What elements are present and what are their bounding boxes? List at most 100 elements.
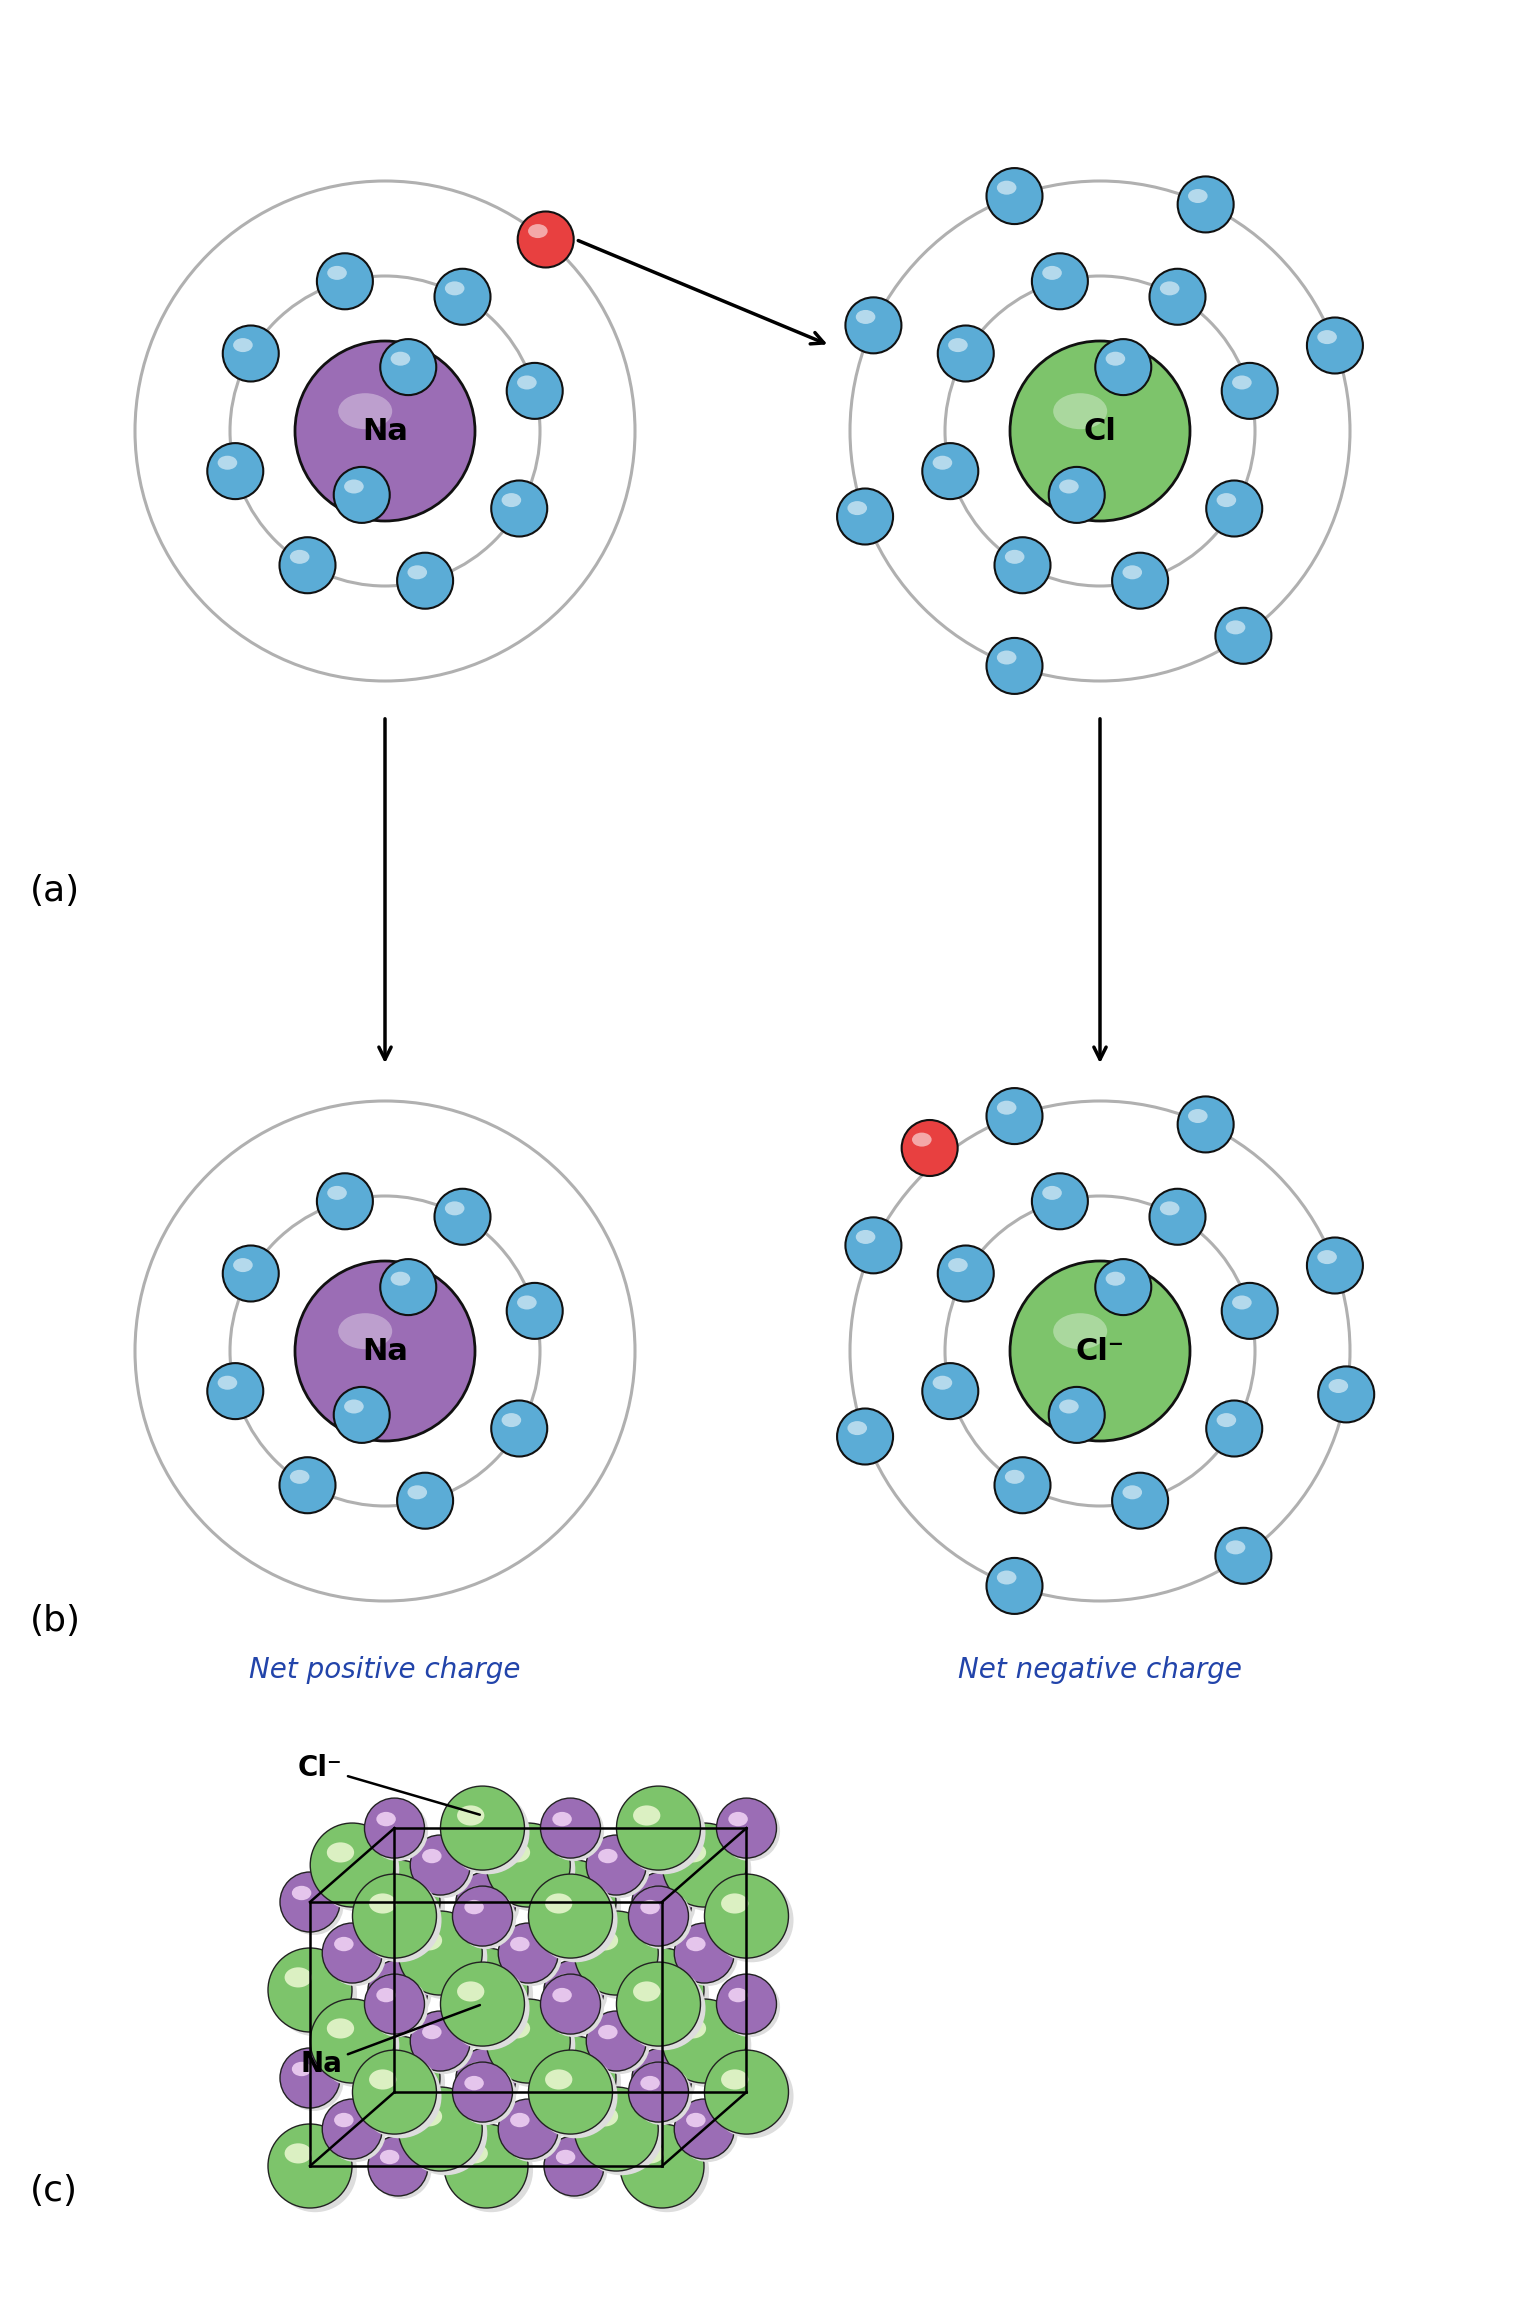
Ellipse shape bbox=[468, 1885, 487, 1901]
Circle shape bbox=[268, 2124, 353, 2207]
Circle shape bbox=[279, 536, 336, 594]
Circle shape bbox=[1308, 1237, 1363, 1293]
Ellipse shape bbox=[1059, 480, 1079, 494]
Circle shape bbox=[501, 1926, 561, 1987]
Text: Na: Na bbox=[300, 2005, 480, 2077]
Circle shape bbox=[414, 2015, 474, 2075]
Circle shape bbox=[491, 1827, 575, 1910]
Circle shape bbox=[710, 1878, 794, 1961]
Circle shape bbox=[590, 2015, 650, 2075]
Circle shape bbox=[938, 1246, 993, 1302]
Circle shape bbox=[434, 269, 491, 325]
Circle shape bbox=[667, 2003, 751, 2087]
Circle shape bbox=[460, 1875, 520, 1936]
Ellipse shape bbox=[327, 1843, 354, 1861]
Ellipse shape bbox=[1188, 1109, 1208, 1123]
Circle shape bbox=[529, 2049, 613, 2133]
Ellipse shape bbox=[1188, 188, 1208, 202]
Ellipse shape bbox=[1105, 1272, 1125, 1286]
Ellipse shape bbox=[633, 1806, 661, 1827]
Circle shape bbox=[1150, 269, 1205, 325]
Ellipse shape bbox=[445, 1202, 464, 1216]
Ellipse shape bbox=[552, 1987, 572, 2003]
Ellipse shape bbox=[855, 311, 875, 325]
Circle shape bbox=[586, 2010, 647, 2070]
Ellipse shape bbox=[996, 1571, 1016, 1585]
Circle shape bbox=[575, 2087, 658, 2170]
Text: (c): (c) bbox=[31, 2175, 78, 2207]
Ellipse shape bbox=[598, 1850, 618, 1864]
Circle shape bbox=[316, 1827, 399, 1910]
Ellipse shape bbox=[290, 550, 310, 564]
Circle shape bbox=[281, 2047, 340, 2107]
Text: (a): (a) bbox=[31, 875, 80, 908]
Circle shape bbox=[1177, 1096, 1234, 1154]
Ellipse shape bbox=[1004, 550, 1024, 564]
Ellipse shape bbox=[291, 1885, 311, 1901]
Ellipse shape bbox=[445, 281, 464, 295]
Ellipse shape bbox=[644, 1885, 664, 1901]
Circle shape bbox=[449, 2128, 533, 2212]
Circle shape bbox=[575, 1910, 658, 1996]
Circle shape bbox=[1216, 608, 1271, 664]
Ellipse shape bbox=[687, 2112, 705, 2128]
Ellipse shape bbox=[501, 492, 521, 506]
Circle shape bbox=[544, 1801, 604, 1861]
Ellipse shape bbox=[369, 1894, 397, 1913]
Text: Cl⁻: Cl⁻ bbox=[1076, 1337, 1124, 1365]
Ellipse shape bbox=[1217, 492, 1236, 506]
Circle shape bbox=[716, 1799, 777, 1859]
Circle shape bbox=[636, 2052, 696, 2112]
Ellipse shape bbox=[1122, 1485, 1142, 1499]
Circle shape bbox=[380, 339, 437, 395]
Circle shape bbox=[357, 2054, 442, 2138]
Circle shape bbox=[452, 2061, 512, 2121]
Circle shape bbox=[362, 1864, 445, 1947]
Circle shape bbox=[368, 2135, 428, 2196]
Circle shape bbox=[353, 1873, 437, 1959]
Circle shape bbox=[678, 1926, 737, 1987]
Circle shape bbox=[356, 1859, 440, 1945]
Circle shape bbox=[1308, 318, 1363, 374]
Circle shape bbox=[273, 2128, 357, 2212]
Circle shape bbox=[1111, 1474, 1168, 1530]
Circle shape bbox=[1010, 341, 1190, 520]
Circle shape bbox=[446, 1966, 529, 2049]
Circle shape bbox=[579, 2091, 664, 2175]
Circle shape bbox=[662, 1998, 747, 2082]
Circle shape bbox=[414, 1838, 474, 1899]
Ellipse shape bbox=[1217, 1413, 1236, 1427]
Ellipse shape bbox=[912, 1133, 932, 1147]
Circle shape bbox=[537, 1864, 621, 1947]
Circle shape bbox=[403, 1915, 487, 1998]
Circle shape bbox=[317, 1174, 373, 1230]
Circle shape bbox=[547, 1964, 607, 2024]
Circle shape bbox=[675, 2098, 734, 2159]
Circle shape bbox=[334, 1388, 389, 1444]
Circle shape bbox=[845, 1216, 901, 1274]
Circle shape bbox=[632, 2066, 691, 2126]
Circle shape bbox=[371, 1964, 432, 2024]
Circle shape bbox=[507, 362, 563, 418]
Circle shape bbox=[987, 1089, 1042, 1144]
Ellipse shape bbox=[503, 1843, 530, 1861]
Ellipse shape bbox=[633, 1982, 661, 2001]
Ellipse shape bbox=[290, 1469, 310, 1483]
Ellipse shape bbox=[996, 181, 1016, 195]
Circle shape bbox=[486, 1822, 570, 1908]
Circle shape bbox=[678, 2103, 737, 2163]
Circle shape bbox=[675, 1924, 734, 1982]
Circle shape bbox=[498, 1924, 558, 1982]
Circle shape bbox=[411, 2010, 471, 2070]
Ellipse shape bbox=[1053, 1314, 1107, 1349]
Ellipse shape bbox=[848, 1420, 868, 1434]
Ellipse shape bbox=[380, 1973, 400, 1989]
Ellipse shape bbox=[636, 1968, 664, 1987]
Ellipse shape bbox=[721, 1894, 748, 1913]
Ellipse shape bbox=[233, 1258, 253, 1272]
Circle shape bbox=[327, 1926, 386, 1987]
Ellipse shape bbox=[327, 267, 346, 281]
Circle shape bbox=[590, 1838, 650, 1899]
Circle shape bbox=[380, 1258, 437, 1316]
Circle shape bbox=[619, 2124, 704, 2207]
